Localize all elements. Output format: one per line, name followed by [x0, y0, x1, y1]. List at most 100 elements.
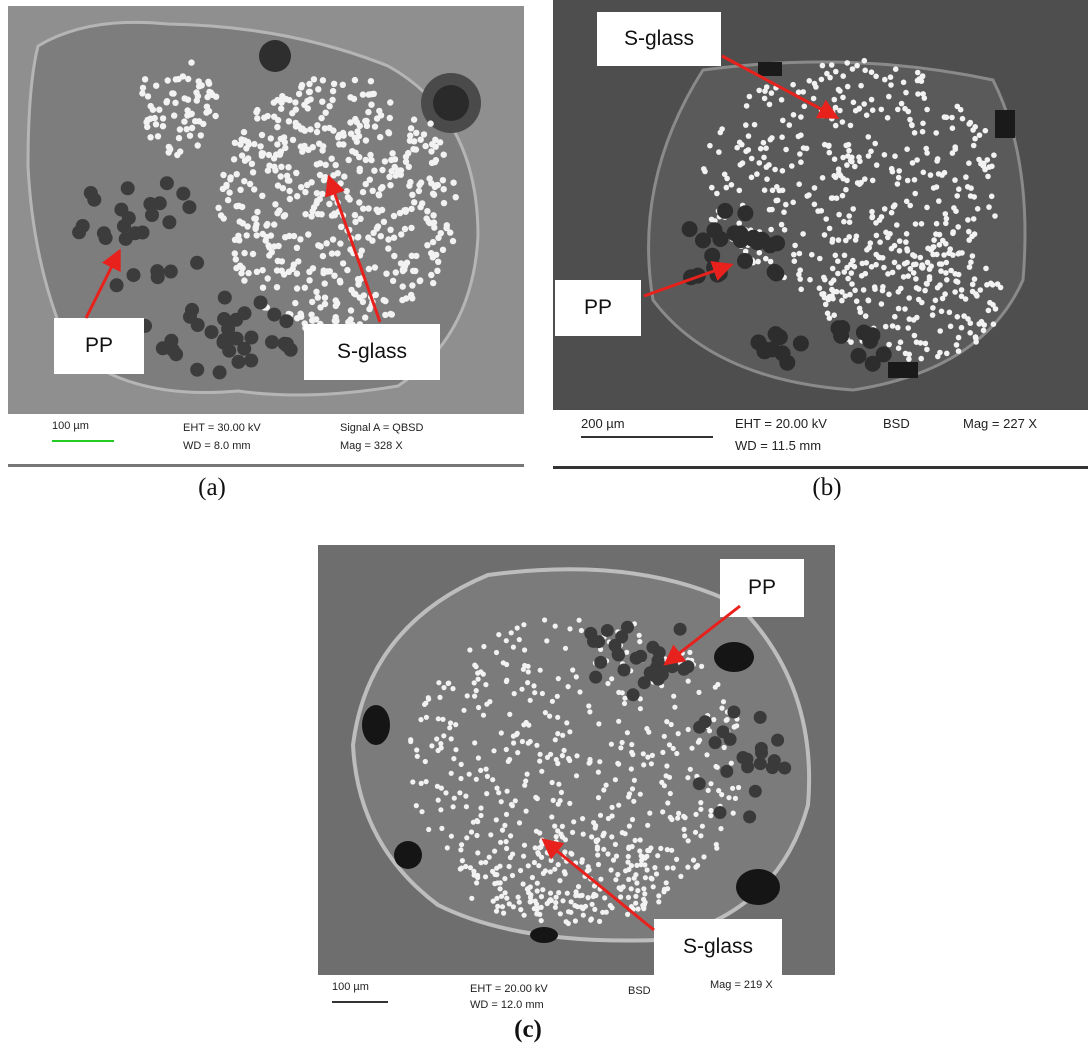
glass-fiber: [797, 276, 803, 282]
label-s-glass-c: S-glass: [654, 919, 782, 975]
scale-bar-label: 100 µm: [52, 420, 89, 432]
glass-fiber: [839, 289, 845, 295]
glass-fiber: [586, 703, 592, 709]
glass-fiber: [351, 76, 359, 84]
glass-fiber: [552, 623, 558, 629]
glass-fiber: [335, 208, 342, 215]
glass-fiber: [481, 643, 487, 650]
glass-fiber: [918, 221, 925, 227]
glass-fiber: [463, 804, 469, 810]
glass-fiber: [714, 845, 720, 851]
glass-fiber: [306, 88, 313, 96]
pp-fiber: [779, 354, 796, 371]
glass-fiber: [661, 783, 667, 789]
glass-fiber: [449, 237, 457, 245]
glass-fiber: [930, 185, 937, 191]
glass-fiber: [531, 906, 537, 912]
pp-fiber: [864, 327, 881, 344]
glass-fiber: [285, 164, 292, 171]
glass-fiber: [806, 78, 813, 84]
glass-fiber: [922, 287, 928, 294]
glass-fiber: [823, 216, 829, 222]
glass-fiber: [696, 689, 702, 695]
glass-fiber: [736, 784, 742, 791]
glass-fiber: [385, 236, 392, 243]
glass-fiber: [698, 833, 704, 839]
glass-fiber: [920, 91, 926, 97]
glass-fiber: [619, 739, 625, 746]
glass-fiber: [578, 904, 584, 910]
glass-fiber: [835, 86, 842, 93]
glass-fiber: [464, 835, 470, 841]
glass-fiber: [478, 767, 484, 773]
glass-fiber: [849, 66, 856, 72]
glass-fiber: [326, 268, 333, 275]
glass-fiber: [895, 106, 901, 113]
glass-fiber: [707, 142, 713, 149]
glass-fiber: [340, 132, 347, 139]
glass-fiber: [768, 226, 774, 233]
glass-fiber: [800, 89, 806, 95]
glass-fiber: [422, 758, 428, 765]
glass-fiber: [553, 839, 559, 845]
glass-fiber: [719, 792, 725, 798]
glass-fiber: [362, 156, 369, 164]
glass-fiber: [723, 717, 729, 723]
glass-fiber: [321, 300, 329, 308]
glass-fiber: [616, 761, 622, 767]
glass-fiber: [665, 800, 671, 806]
glass-fiber: [554, 693, 560, 699]
glass-fiber: [666, 742, 673, 748]
glass-fiber: [895, 305, 902, 312]
glass-fiber: [652, 865, 658, 871]
glass-fiber: [766, 101, 773, 108]
glass-fiber: [504, 788, 510, 794]
glass-fiber: [868, 148, 874, 155]
glass-fiber: [285, 268, 293, 275]
glass-fiber: [314, 122, 321, 129]
glass-fiber: [290, 261, 297, 268]
glass-fiber: [389, 277, 397, 285]
glass-fiber: [521, 842, 528, 848]
glass-fiber: [369, 237, 376, 244]
glass-fiber: [377, 233, 384, 240]
glass-fiber: [564, 858, 570, 864]
glass-fiber: [724, 175, 730, 182]
glass-fiber: [472, 693, 478, 699]
glass-fiber: [516, 899, 522, 905]
glass-fiber: [371, 123, 379, 130]
glass-fiber: [587, 756, 593, 763]
glass-fiber: [253, 232, 260, 239]
glass-fiber: [983, 265, 989, 272]
glass-fiber: [655, 853, 661, 859]
glass-fiber: [514, 625, 520, 631]
pp-fiber: [875, 346, 892, 363]
glass-fiber: [263, 222, 270, 229]
glass-fiber: [774, 197, 781, 204]
glass-fiber: [335, 134, 342, 141]
glass-fiber: [267, 232, 275, 239]
pp-fiber: [169, 347, 184, 362]
glass-fiber: [429, 743, 435, 749]
glass-fiber: [224, 196, 232, 204]
glass-fiber: [281, 212, 289, 219]
eht-readout: EHT = 20.00 kV: [470, 983, 548, 995]
glass-fiber: [848, 339, 854, 345]
glass-fiber: [861, 101, 867, 107]
glass-fiber: [523, 778, 529, 784]
glass-fiber: [619, 690, 625, 696]
glass-fiber: [264, 275, 271, 282]
glass-fiber: [949, 150, 956, 156]
glass-fiber: [913, 339, 920, 346]
glass-fiber: [631, 875, 637, 881]
glass-fiber: [516, 637, 522, 643]
glass-fiber: [435, 234, 442, 241]
pp-fiber: [584, 626, 598, 640]
glass-fiber: [629, 749, 635, 755]
glass-fiber: [409, 267, 417, 275]
glass-fiber: [930, 305, 936, 311]
glass-fiber: [286, 187, 293, 195]
glass-fiber: [568, 899, 574, 905]
glass-fiber: [709, 184, 715, 191]
glass-fiber: [430, 279, 437, 287]
